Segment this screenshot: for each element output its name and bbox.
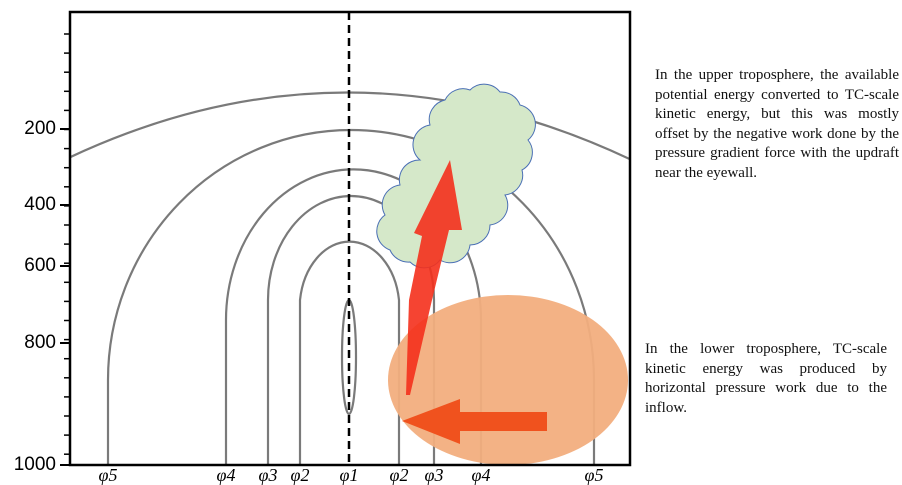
y-tick-label: 200 (24, 118, 56, 139)
contour-label: φ2 (390, 465, 409, 485)
contour-label: φ3 (259, 465, 278, 485)
y-tick-label: 800 (24, 332, 56, 353)
contour-label: φ2 (291, 465, 310, 485)
upper-annotation: In the upper troposphere, the available … (655, 66, 899, 183)
contour-label: φ3 (425, 465, 444, 485)
contour-label: φ1 (340, 465, 359, 485)
contour-label: φ4 (472, 465, 491, 485)
page: {"y_axis": {"labels": ["200", "400", "60… (0, 0, 902, 485)
lower-annotation: In the lower troposphere, TC-scale kinet… (645, 340, 887, 418)
y-tick-label: 600 (24, 255, 56, 276)
contour-labels: φ5 φ4 φ3 φ2 φ1 φ2 φ3 φ4 φ5 (99, 465, 604, 485)
y-tick-label: 1000 (14, 454, 56, 475)
contour-label: φ5 (99, 465, 118, 485)
contour-label: φ5 (585, 465, 604, 485)
y-axis: 200 400 600 800 1000 (14, 34, 70, 475)
y-tick-label: 400 (24, 194, 56, 215)
contour-label: φ4 (217, 465, 236, 485)
cloud (377, 84, 536, 268)
